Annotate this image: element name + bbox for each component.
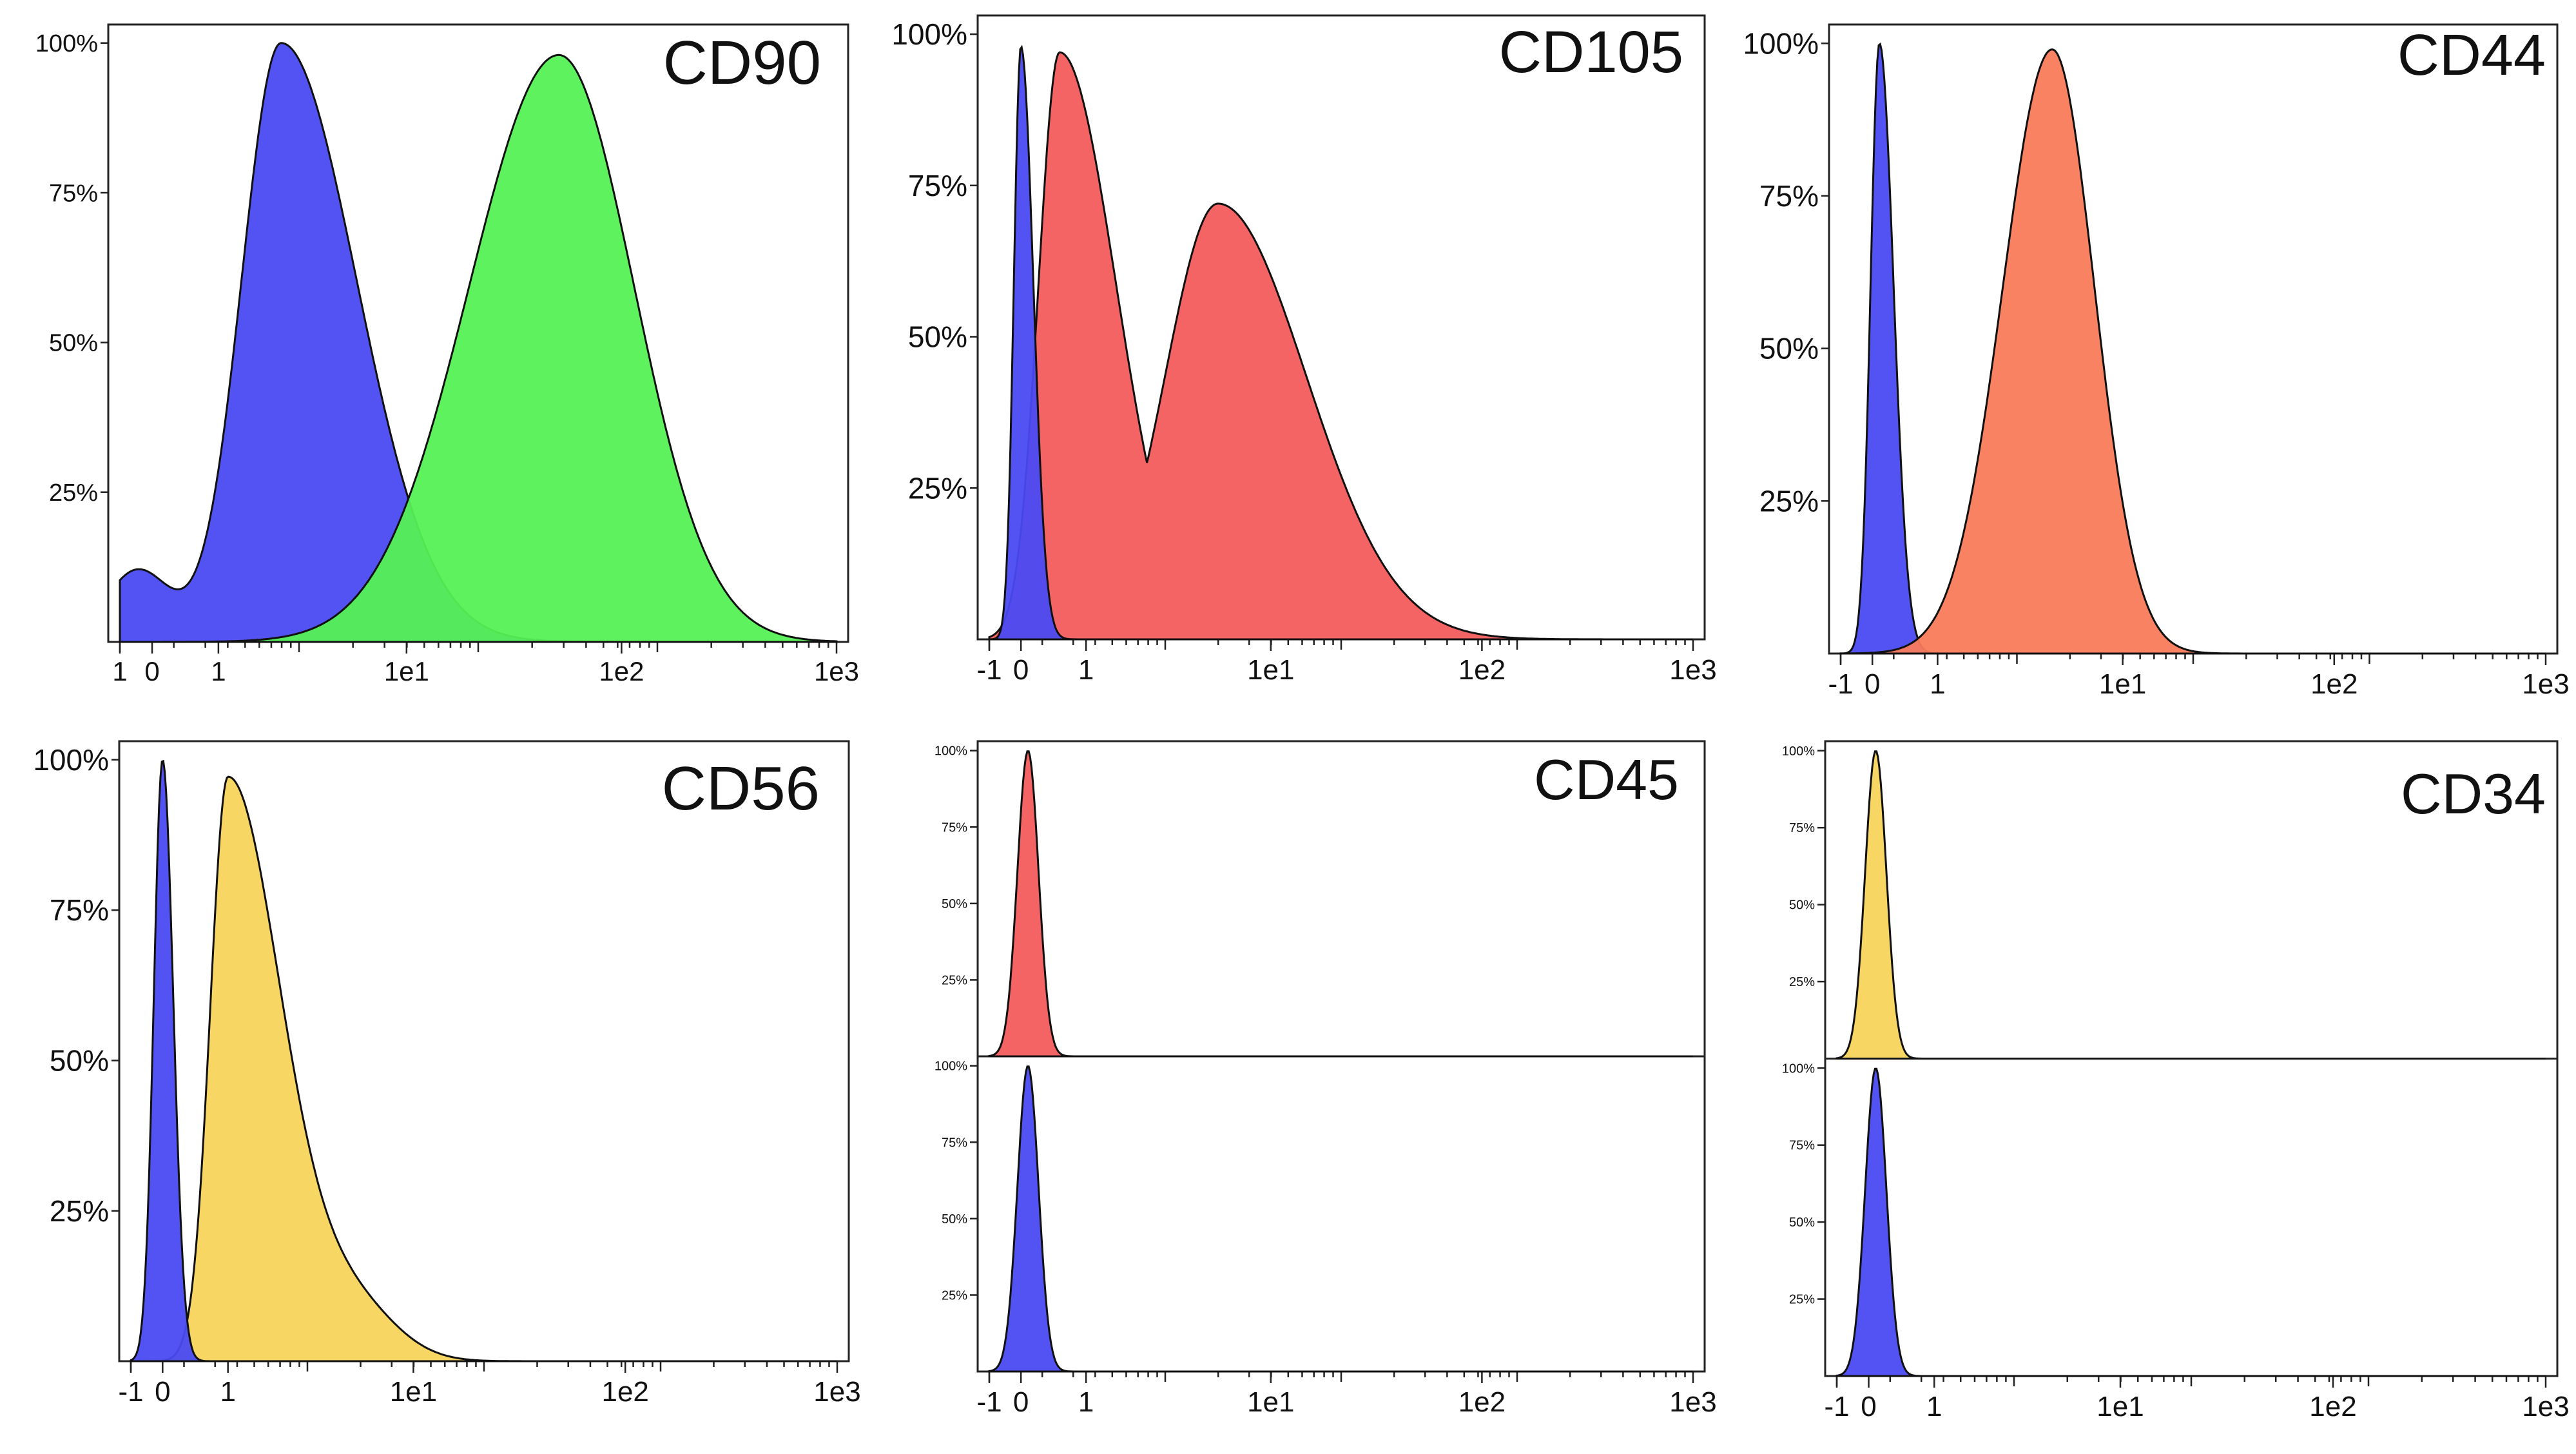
y-tick-label: 25% [908, 471, 967, 505]
x-tick-label: 1 [1078, 1386, 1094, 1418]
histogram-cd44 [1839, 48, 2546, 655]
x-tick-label: 1 [211, 656, 226, 686]
x-tick-label: -1 [118, 1376, 143, 1408]
y-tick-label: 25% [49, 480, 98, 507]
y-tick-label: 50% [50, 1044, 109, 1078]
x-tick-label: -1 [976, 1386, 1002, 1418]
y-tick-label: 50% [1759, 332, 1819, 365]
y-tick-label: 75% [942, 820, 967, 835]
x-tick-label: -1 [976, 654, 1002, 686]
histogram-cd90 [120, 53, 838, 643]
histogram-isotype [1835, 1067, 2546, 1377]
panel-title: CD105 [1499, 19, 1683, 85]
x-tick-label: 1e3 [1669, 654, 1716, 686]
histogram-isotype [988, 1065, 1693, 1373]
x-tick-label: 1e3 [814, 656, 859, 686]
x-tick-label: 0 [1864, 668, 1880, 700]
x-tick-label: 0 [144, 656, 159, 686]
x-tick-label: 1 [112, 656, 127, 686]
histogram-cd105 [988, 51, 1693, 641]
y-tick-label: 100% [1743, 26, 1819, 60]
histogram-cd56 [131, 775, 837, 1362]
y-tick-label: 25% [1759, 484, 1819, 518]
x-tick-label: 1e1 [2097, 1391, 2144, 1422]
y-tick-label: 50% [942, 897, 967, 911]
x-tick-label: 1e1 [1247, 1386, 1294, 1418]
histogram-isotype [989, 44, 1693, 641]
y-tick-label: 100% [1782, 1061, 1815, 1076]
panel-title: CD45 [1534, 748, 1679, 811]
y-tick-label: 25% [942, 1288, 967, 1303]
y-tick-label: 50% [942, 1212, 967, 1226]
y-tick-label: 100% [1782, 744, 1815, 759]
y-tick-label: 100% [35, 30, 98, 57]
x-tick-label: 1e3 [2522, 1391, 2569, 1422]
plot-frame [1828, 23, 2559, 655]
y-tick-label: 75% [50, 893, 109, 927]
y-tick-label: 75% [1759, 179, 1819, 213]
x-tick-label: 1e1 [1247, 654, 1294, 686]
panel-cd44: CD44 -1 0 1 1e1 1e2 1e3 100% 75% 50% 25% [1743, 23, 2569, 700]
panel-cd34: CD34 -1 0 1 1e1 1e2 1e3 100% 75% 50% 25% 100% 75% 50%… [1782, 740, 2570, 1422]
y-tick-label: 25% [942, 973, 967, 987]
y-tick-label: 75% [1789, 1139, 1815, 1153]
y-tick-label: 75% [908, 169, 967, 202]
y-tick-label: 50% [908, 320, 967, 354]
y-tick-label: 100% [935, 1060, 967, 1074]
y-tick-label: 25% [50, 1194, 109, 1228]
x-tick-label: 1e3 [2522, 668, 2569, 700]
panel-title: CD90 [663, 28, 821, 97]
histogram-isotype [1839, 42, 2546, 655]
x-tick-label: 1e1 [2099, 668, 2146, 700]
y-tick-label: 100% [33, 743, 109, 777]
x-tick-label: 1e1 [390, 1376, 437, 1408]
x-tick-label: -1 [1824, 1391, 1849, 1422]
x-tick-label: 1e2 [1458, 1386, 1506, 1418]
y-tick-label: 25% [1789, 1293, 1815, 1307]
x-tick-label: -1 [1828, 668, 1853, 700]
x-tick-label: 0 [1861, 1391, 1876, 1422]
histogram-cd45 [988, 750, 1693, 1058]
x-tick-label: 1e3 [813, 1376, 860, 1408]
x-tick-label: 1 [1926, 1391, 1942, 1422]
y-tick-label: 75% [49, 180, 98, 207]
panel-cd105: CD105 -1 0 1 1e1 1e2 1e3 100% 75% 50% 25% [891, 14, 1717, 686]
x-tick-label: 1 [1078, 654, 1094, 686]
y-tick-label: 50% [1789, 898, 1815, 913]
x-tick-label: 1e1 [384, 656, 429, 686]
x-tick-label: 1 [220, 1376, 235, 1408]
panel-title: CD34 [2401, 762, 2546, 826]
histogram-cd34 [1835, 750, 2546, 1060]
x-tick-label: 1e3 [1669, 1386, 1716, 1418]
panel-cd56: CD56 -1 0 1 1e1 1e2 1e3 100% 75% 50% 25% [33, 740, 861, 1408]
y-tick-label: 100% [935, 744, 967, 759]
y-tick-label: 50% [1789, 1216, 1815, 1230]
x-tick-label: 1e2 [2309, 1391, 2356, 1422]
y-tick-label: 75% [1789, 821, 1815, 835]
y-tick-label: 25% [1789, 975, 1815, 989]
panel-cd45: CD45 -1 0 1 1e1 1e2 1e3 100% 75% 50% 25% 100% 75% 50%… [935, 740, 1717, 1418]
panel-title: CD44 [2397, 23, 2546, 88]
panel-title: CD56 [662, 754, 820, 823]
y-tick-label: 50% [49, 330, 98, 357]
histogram-isotype [130, 759, 837, 1362]
x-tick-label: 1e2 [599, 656, 644, 686]
y-tick-label: 100% [891, 17, 967, 51]
x-tick-label: 0 [1013, 1386, 1029, 1418]
x-tick-label: 1e2 [601, 1376, 648, 1408]
x-tick-label: 0 [155, 1376, 170, 1408]
x-tick-label: 1e2 [1458, 654, 1506, 686]
x-tick-label: 1e2 [2310, 668, 2358, 700]
x-tick-label: 0 [1013, 654, 1029, 686]
y-tick-label: 75% [942, 1136, 967, 1150]
x-tick-label: 1 [1930, 668, 1945, 700]
